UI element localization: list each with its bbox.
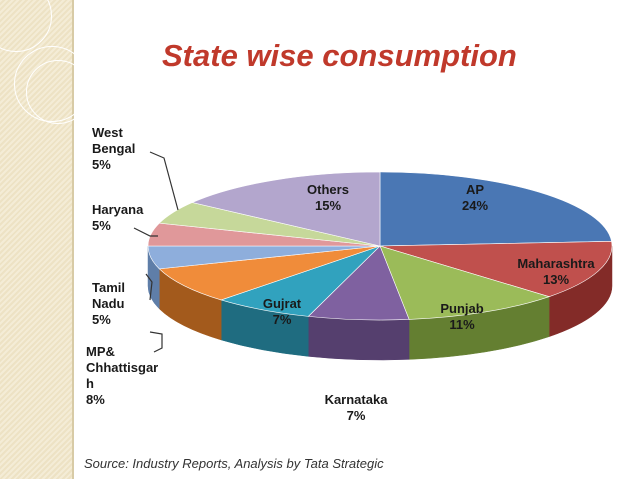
page-title: State wise consumption	[162, 38, 517, 73]
label-west-bengal-2: 5%	[92, 157, 111, 172]
label-others-1: 15%	[315, 198, 341, 213]
label-haryana-0: Haryana	[92, 202, 144, 217]
decorative-divider	[72, 0, 74, 479]
label-tamil-nadu-2: 5%	[92, 312, 111, 327]
slice-labels: AP24%Maharashtra13%Punjab11%Karnataka7%G…	[86, 125, 595, 423]
label-gujrat-0: Gujrat	[263, 296, 302, 311]
label-west-bengal-0: West	[92, 125, 123, 140]
maharashtra-marker	[527, 276, 543, 286]
slice-mp-chhattisgarh	[158, 245, 381, 301]
label-tamil-nadu-0: Tamil	[92, 280, 125, 295]
decorative-ring-2	[26, 60, 90, 124]
leader-lines	[133, 151, 179, 353]
label-mp-chhattisgarh-2: h	[86, 376, 94, 391]
label-maharashtra-1: 13%	[543, 272, 569, 287]
label-tamil-nadu-1: Nadu	[92, 296, 125, 311]
slice-ap	[379, 171, 612, 247]
leader-mp-chhattisgarh	[149, 331, 163, 353]
label-karnataka-0: Karnataka	[325, 392, 389, 407]
slice-maharashtra	[379, 241, 613, 297]
slice-gujrat	[220, 245, 381, 317]
label-maharashtra-0: Maharashtra	[517, 256, 595, 271]
label-mp-chhattisgarh-3: 8%	[86, 392, 105, 407]
pie-slices	[147, 171, 613, 321]
slice-karnataka	[307, 245, 410, 321]
label-gujrat-1: 7%	[273, 312, 292, 327]
label-west-bengal-1: Bengal	[92, 141, 135, 156]
slice-side-karnataka	[308, 316, 410, 361]
label-mp-chhattisgarh-0: MP&	[86, 344, 115, 359]
slice-others	[191, 171, 381, 247]
label-others-0: Others	[307, 182, 349, 197]
label-ap-0: AP	[466, 182, 484, 197]
leader-west-bengal	[149, 151, 179, 211]
label-haryana-1: 5%	[92, 218, 111, 233]
leader-haryana	[133, 227, 158, 237]
label-karnataka-1: 7%	[347, 408, 366, 423]
label-ap-1: 24%	[462, 198, 488, 213]
leader-tamil-nadu	[145, 273, 153, 301]
label-punjab-0: Punjab	[440, 301, 483, 316]
pie-sides	[147, 245, 613, 361]
slice-punjab	[379, 245, 551, 320]
label-punjab-1: 11%	[449, 317, 475, 332]
source-note: Source: Industry Reports, Analysis by Ta…	[84, 456, 384, 471]
label-mp-chhattisgarh-1: Chhattisgar	[86, 360, 158, 375]
